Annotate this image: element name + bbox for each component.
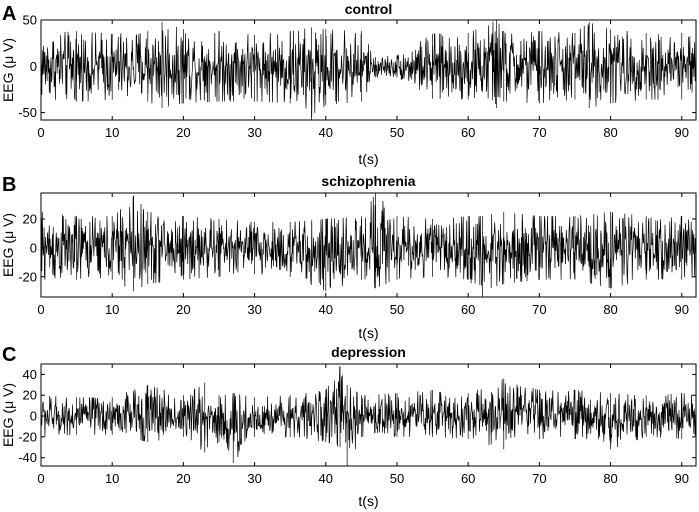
- x-tick-label: 80: [603, 125, 617, 140]
- x-axis-label: t(s): [358, 325, 378, 341]
- y-tick-label: 0: [30, 240, 37, 255]
- chart-title: schizophrenia: [321, 173, 415, 189]
- eeg-signal-line: [40, 195, 697, 291]
- x-axis-label: t(s): [358, 493, 378, 509]
- x-tick-label: 60: [461, 125, 475, 140]
- x-tick-label: 20: [176, 471, 190, 486]
- x-tick-label: 0: [37, 302, 44, 317]
- chart-title: control: [345, 1, 392, 17]
- x-tick-label: 70: [532, 302, 546, 317]
- y-axis-label: EEG (μ V): [0, 213, 16, 277]
- x-tick-label: 70: [532, 471, 546, 486]
- x-axis-label: t(s): [358, 151, 378, 167]
- x-tick-label: 0: [37, 125, 44, 140]
- x-tick-label: 60: [461, 471, 475, 486]
- eeg-signal-line: [40, 366, 697, 458]
- axes-frame: [40, 192, 697, 298]
- x-tick-label: 10: [105, 125, 119, 140]
- x-tick-label: 50: [390, 302, 404, 317]
- x-tick-label: 80: [603, 471, 617, 486]
- x-tick-label: 90: [675, 471, 689, 486]
- y-tick-label: -20: [18, 269, 37, 284]
- y-tick-label: 20: [23, 212, 37, 227]
- axes-frame: [40, 19, 697, 121]
- eeg-signal-line: [40, 21, 697, 118]
- x-tick-label: 70: [532, 125, 546, 140]
- x-tick-label: 60: [461, 302, 475, 317]
- x-tick-label: 50: [390, 125, 404, 140]
- y-tick-label: 40: [23, 367, 37, 382]
- panel-depression: 0 10 20 30 40 50 60 70 80 90 -40 -20 0 20 40 C depressio…: [0, 344, 697, 509]
- y-tick-label: 0: [30, 59, 37, 74]
- x-tick-label: 80: [603, 302, 617, 317]
- y-tick-label: -50: [18, 105, 37, 120]
- x-tick-label: 10: [105, 302, 119, 317]
- x-tick-label: 90: [675, 125, 689, 140]
- y-axis-label: EEG (μ V): [0, 383, 16, 447]
- y-tick-label: -40: [18, 450, 37, 465]
- y-tick-label: -20: [18, 429, 37, 444]
- panel-letter: B: [2, 174, 16, 196]
- x-tick-label: 90: [675, 302, 689, 317]
- x-tick-label: 40: [319, 125, 333, 140]
- x-tick-label: 30: [247, 471, 261, 486]
- y-tick-label: 50: [23, 13, 37, 28]
- panel-letter: C: [2, 344, 16, 366]
- y-tick-label: 0: [30, 409, 37, 424]
- x-tick-label: 30: [247, 302, 261, 317]
- x-tick-label: 40: [319, 302, 333, 317]
- x-tick-label: 50: [390, 471, 404, 486]
- y-tick-label: 20: [23, 388, 37, 403]
- y-axis-label: EEG (μ V): [0, 38, 16, 102]
- x-tick-label: 0: [37, 471, 44, 486]
- x-tick-label: 10: [105, 471, 119, 486]
- x-tick-label: 20: [176, 125, 190, 140]
- chart-title: depression: [331, 344, 406, 360]
- x-tick-label: 30: [247, 125, 261, 140]
- axes-frame: [40, 363, 697, 467]
- x-tick-label: 20: [176, 302, 190, 317]
- x-tick-label: 40: [319, 471, 333, 486]
- panel-letter: A: [2, 3, 16, 25]
- panel-schizophrenia: 0 10 20 30 40 50 60 70 80 90 -20 0 20 B schizophrenia t…: [0, 173, 697, 341]
